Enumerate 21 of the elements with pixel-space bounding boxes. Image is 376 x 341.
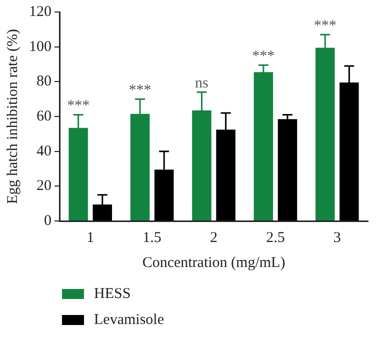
x-tick-label: 2.5 (266, 230, 285, 246)
y-tick-label: 20 (36, 178, 52, 194)
y-tick-label: 40 (36, 143, 52, 160)
x-tick-label: 1.5 (142, 230, 162, 246)
annotation: *** (314, 18, 336, 34)
annotation: *** (67, 98, 90, 114)
x-tick-label: 2 (210, 230, 218, 246)
annotation: ns (195, 76, 209, 92)
x-axis-title: Concentration (mg/mL) (142, 254, 286, 271)
y-tick-label: 0 (44, 212, 52, 229)
y-tick-label: 100 (29, 38, 52, 55)
x-tick-label: 1 (86, 230, 94, 246)
legend-label: HESS (94, 286, 131, 302)
legend-label: Levamisole (94, 312, 164, 328)
annotation: *** (128, 82, 152, 99)
y-tick-label: 80 (36, 74, 52, 90)
y-tick-label: 120 (29, 4, 52, 20)
x-tick-label: 3 (333, 230, 341, 246)
annotation: *** (252, 48, 275, 65)
y-tick-label: 60 (36, 108, 52, 124)
y-axis-title: Egg hatch inhibition rate (%) (4, 29, 21, 204)
